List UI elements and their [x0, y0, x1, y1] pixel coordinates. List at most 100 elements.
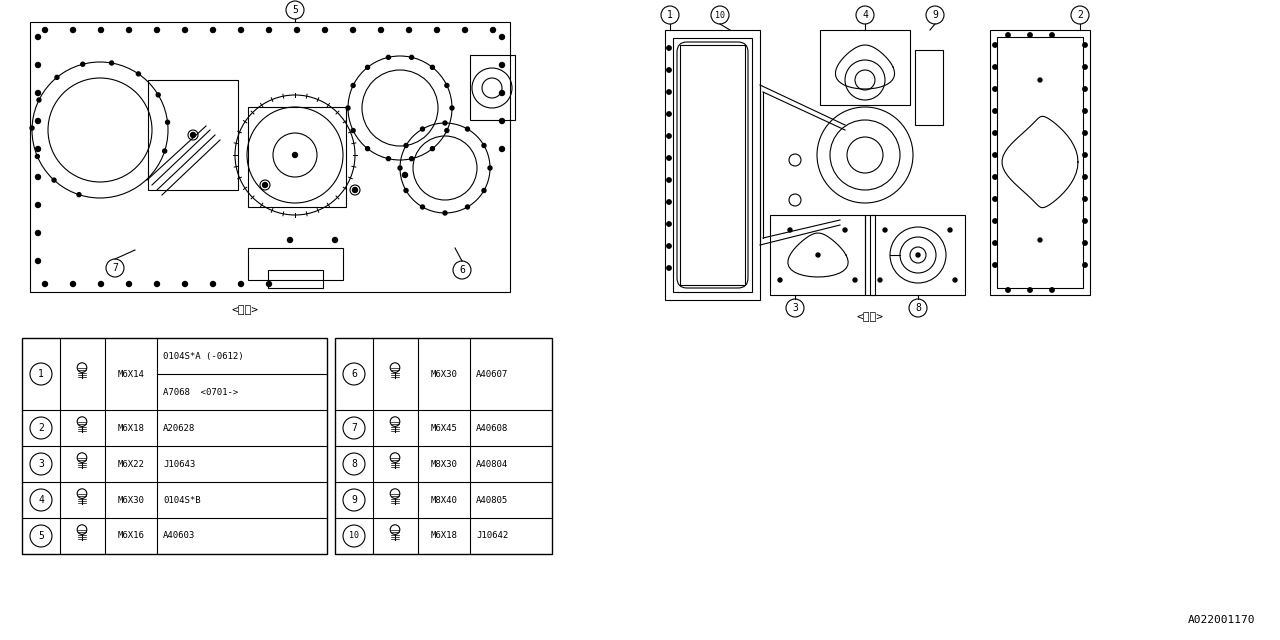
- Circle shape: [499, 118, 504, 124]
- Circle shape: [993, 153, 997, 157]
- Circle shape: [238, 282, 243, 287]
- Circle shape: [36, 35, 41, 40]
- Bar: [989, 30, 1091, 295]
- Circle shape: [1006, 33, 1010, 37]
- Bar: [915, 50, 943, 125]
- Circle shape: [155, 28, 160, 33]
- Bar: [470, 55, 515, 120]
- Circle shape: [191, 132, 196, 138]
- Circle shape: [878, 278, 882, 282]
- Circle shape: [351, 28, 356, 33]
- Circle shape: [778, 278, 782, 282]
- Circle shape: [445, 83, 449, 88]
- Circle shape: [402, 173, 407, 177]
- Circle shape: [667, 244, 671, 248]
- Text: 6: 6: [351, 369, 357, 379]
- Circle shape: [238, 28, 243, 33]
- Text: 10: 10: [349, 531, 358, 541]
- Circle shape: [127, 282, 132, 287]
- Text: M6X14: M6X14: [118, 369, 145, 378]
- Text: 2: 2: [38, 423, 44, 433]
- Circle shape: [323, 28, 328, 33]
- Text: A40805: A40805: [476, 495, 508, 504]
- Text: A40608: A40608: [476, 424, 508, 433]
- Circle shape: [52, 178, 56, 182]
- Circle shape: [366, 147, 370, 150]
- Circle shape: [993, 87, 997, 92]
- Circle shape: [351, 83, 355, 88]
- Text: A40804: A40804: [476, 460, 508, 468]
- Circle shape: [993, 175, 997, 179]
- Circle shape: [127, 28, 132, 33]
- Circle shape: [1083, 109, 1087, 113]
- Circle shape: [443, 211, 447, 215]
- Circle shape: [36, 63, 41, 67]
- Bar: [997, 37, 1083, 288]
- Circle shape: [36, 90, 41, 95]
- Text: 2: 2: [1076, 10, 1083, 20]
- Circle shape: [36, 202, 41, 207]
- Circle shape: [667, 222, 671, 226]
- Circle shape: [1083, 175, 1087, 179]
- Circle shape: [1083, 153, 1087, 157]
- Circle shape: [1083, 197, 1087, 201]
- Bar: [22, 338, 326, 554]
- Circle shape: [1083, 131, 1087, 135]
- Text: M6X30: M6X30: [430, 369, 457, 378]
- Bar: [673, 38, 753, 292]
- Circle shape: [42, 28, 47, 33]
- Circle shape: [110, 61, 114, 65]
- Circle shape: [954, 278, 957, 282]
- Circle shape: [788, 228, 792, 232]
- Circle shape: [1028, 33, 1032, 37]
- Text: 9: 9: [351, 495, 357, 505]
- Circle shape: [183, 282, 187, 287]
- Circle shape: [99, 28, 104, 33]
- Text: A40607: A40607: [476, 369, 508, 378]
- Circle shape: [70, 28, 76, 33]
- Circle shape: [466, 205, 470, 209]
- Circle shape: [352, 188, 357, 193]
- Circle shape: [499, 147, 504, 152]
- Circle shape: [883, 228, 887, 232]
- Circle shape: [443, 121, 447, 125]
- Circle shape: [1083, 241, 1087, 245]
- Bar: [680, 45, 745, 285]
- Text: 5: 5: [38, 531, 44, 541]
- Text: M6X45: M6X45: [430, 424, 457, 433]
- Circle shape: [70, 282, 76, 287]
- Circle shape: [667, 46, 671, 50]
- Text: <外側>: <外側>: [232, 305, 259, 315]
- Circle shape: [36, 154, 40, 159]
- Circle shape: [430, 65, 434, 69]
- Circle shape: [667, 134, 671, 138]
- Text: 5: 5: [292, 5, 298, 15]
- Circle shape: [1083, 263, 1087, 268]
- Circle shape: [993, 43, 997, 47]
- Circle shape: [387, 157, 390, 161]
- Circle shape: [262, 182, 268, 188]
- Circle shape: [294, 28, 300, 33]
- Circle shape: [29, 126, 35, 130]
- Circle shape: [137, 72, 141, 76]
- Text: A022001170: A022001170: [1188, 615, 1254, 625]
- Circle shape: [844, 228, 847, 232]
- Circle shape: [36, 175, 41, 179]
- Circle shape: [210, 28, 215, 33]
- Text: A40603: A40603: [163, 531, 196, 541]
- Circle shape: [1083, 43, 1087, 47]
- Circle shape: [42, 282, 47, 287]
- Circle shape: [483, 143, 486, 147]
- Circle shape: [451, 106, 454, 110]
- Circle shape: [398, 166, 402, 170]
- Circle shape: [817, 253, 820, 257]
- Circle shape: [667, 68, 671, 72]
- Circle shape: [351, 129, 355, 132]
- Bar: [666, 30, 760, 300]
- Text: M6X18: M6X18: [118, 424, 145, 433]
- Circle shape: [36, 147, 41, 152]
- Circle shape: [1083, 219, 1087, 223]
- Text: 8: 8: [915, 303, 920, 313]
- Circle shape: [36, 118, 41, 124]
- Circle shape: [499, 63, 504, 67]
